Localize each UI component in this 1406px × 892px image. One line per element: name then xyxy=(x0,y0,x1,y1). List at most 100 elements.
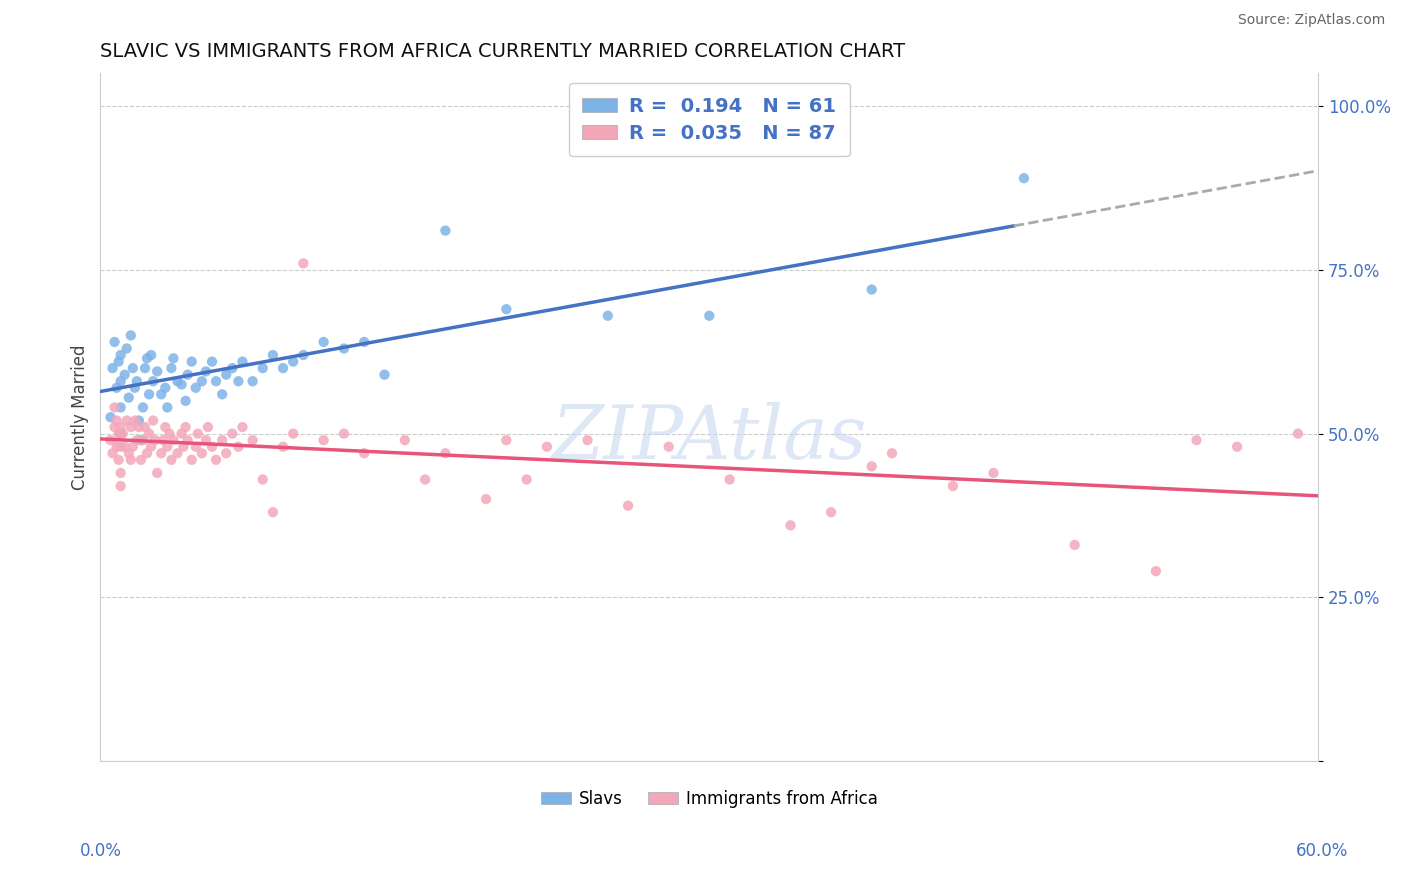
Point xyxy=(100,433,122,447)
Point xyxy=(221,426,243,441)
Point xyxy=(107,452,129,467)
Point xyxy=(1063,538,1085,552)
Y-axis label: Currently Married: Currently Married xyxy=(72,344,89,490)
Point xyxy=(312,334,335,349)
Point xyxy=(103,334,125,349)
Point xyxy=(142,413,165,427)
Point xyxy=(495,433,517,447)
Text: Source: ZipAtlas.com: Source: ZipAtlas.com xyxy=(1237,13,1385,28)
Point xyxy=(138,426,160,441)
Point xyxy=(170,426,193,441)
Point xyxy=(495,302,517,317)
Point xyxy=(205,374,228,388)
Point xyxy=(110,426,132,441)
Point xyxy=(596,309,619,323)
Point xyxy=(860,459,883,474)
Point xyxy=(697,309,720,323)
Point xyxy=(353,446,375,460)
Point xyxy=(536,440,558,454)
Point xyxy=(162,433,184,447)
Point xyxy=(231,420,253,434)
Point xyxy=(125,433,148,447)
Point xyxy=(138,387,160,401)
Point xyxy=(231,354,253,368)
Point xyxy=(617,499,640,513)
Point xyxy=(228,440,250,454)
Point xyxy=(105,381,128,395)
Point xyxy=(413,473,436,487)
Point xyxy=(110,440,132,454)
Point xyxy=(105,440,128,454)
Point xyxy=(110,479,132,493)
Point xyxy=(1012,171,1035,186)
Point xyxy=(129,433,152,447)
Point xyxy=(101,361,124,376)
Point xyxy=(110,374,132,388)
Point xyxy=(880,446,903,460)
Point xyxy=(143,433,166,447)
Point xyxy=(120,420,142,434)
Text: SLAVIC VS IMMIGRANTS FROM AFRICA CURRENTLY MARRIED CORRELATION CHART: SLAVIC VS IMMIGRANTS FROM AFRICA CURRENT… xyxy=(100,42,905,61)
Point xyxy=(121,440,143,454)
Point xyxy=(134,420,156,434)
Point xyxy=(136,351,159,366)
Point xyxy=(262,505,284,519)
Point xyxy=(157,426,180,441)
Point xyxy=(242,433,264,447)
Point xyxy=(103,401,125,415)
Point xyxy=(373,368,395,382)
Point xyxy=(128,420,150,434)
Point xyxy=(160,452,183,467)
Point xyxy=(434,446,457,460)
Point xyxy=(115,413,138,427)
Point xyxy=(176,368,198,382)
Point xyxy=(292,256,315,270)
Point xyxy=(114,368,136,382)
Point xyxy=(271,440,294,454)
Text: ZIPAtlas: ZIPAtlas xyxy=(551,401,868,475)
Point xyxy=(1185,433,1208,447)
Point xyxy=(211,387,233,401)
Point xyxy=(516,473,538,487)
Point xyxy=(105,413,128,427)
Point xyxy=(136,446,159,460)
Point xyxy=(333,426,356,441)
Point xyxy=(174,393,197,408)
Point xyxy=(110,466,132,480)
Point xyxy=(139,440,162,454)
Point xyxy=(283,354,305,368)
Point xyxy=(191,446,214,460)
Point xyxy=(221,361,243,376)
Point xyxy=(983,466,1005,480)
Point xyxy=(114,440,136,454)
Point xyxy=(228,374,250,388)
Point xyxy=(184,440,207,454)
Point xyxy=(242,374,264,388)
Point xyxy=(128,413,150,427)
Point xyxy=(1226,440,1249,454)
Point xyxy=(184,381,207,395)
Point xyxy=(110,401,132,415)
Text: 60.0%: 60.0% xyxy=(1295,842,1348,860)
Point xyxy=(252,361,274,376)
Point xyxy=(333,342,356,356)
Point xyxy=(187,426,209,441)
Point xyxy=(475,492,498,507)
Point xyxy=(107,426,129,441)
Point xyxy=(211,433,233,447)
Point xyxy=(100,410,122,425)
Point xyxy=(150,387,173,401)
Point xyxy=(134,361,156,376)
Point xyxy=(110,348,132,362)
Point xyxy=(394,433,416,447)
Point xyxy=(155,420,177,434)
Point xyxy=(150,446,173,460)
Point xyxy=(162,351,184,366)
Point xyxy=(152,433,174,447)
Point xyxy=(166,374,188,388)
Point xyxy=(434,224,457,238)
Point xyxy=(173,440,195,454)
Point xyxy=(174,420,197,434)
Point xyxy=(1286,426,1309,441)
Point xyxy=(194,364,217,378)
